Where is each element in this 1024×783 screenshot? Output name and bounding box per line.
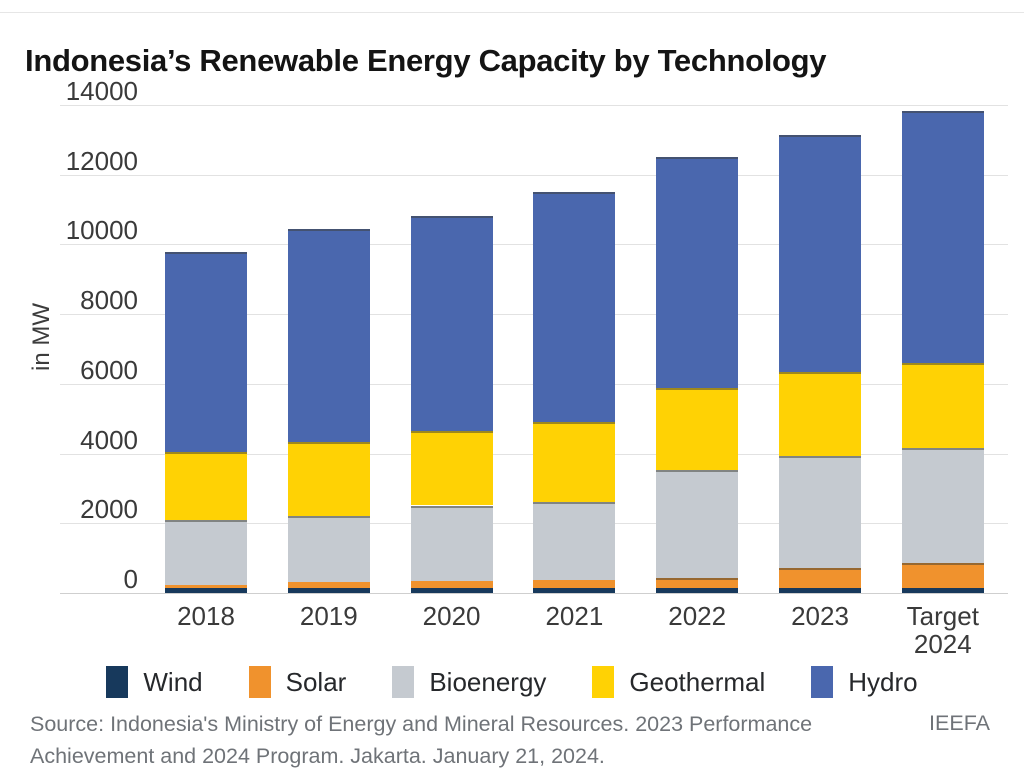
legend-swatch-wind: [106, 666, 129, 698]
legend: Wind Solar Bioenergy Geothermal Hydro: [0, 666, 1024, 698]
legend-item-bioenergy: Bioenergy: [392, 666, 546, 698]
chart-title: Indonesia’s Renewable Energy Capacity by…: [25, 42, 827, 78]
bar-segment-hydro-2020: [410, 216, 493, 432]
bar-segment-hydro-target-2024: [901, 110, 984, 363]
bar-segment-solar-2022: [656, 578, 739, 588]
y-tick-label-6000: 6000: [80, 354, 138, 385]
bar-segment-wind-2018: [165, 587, 247, 593]
y-tick-label-0: 0: [123, 564, 138, 594]
credit-label: IEEFA: [929, 711, 990, 735]
legend-item-solar: Solar: [248, 666, 347, 698]
legend-swatch-solar: [248, 666, 271, 698]
x-tick-label-2022: 2022: [668, 601, 727, 631]
y-tick-label-4000: 4000: [80, 424, 138, 455]
bar-segment-hydro-2022: [656, 156, 739, 389]
legend-swatch-hydro: [811, 666, 834, 698]
bar-segment-hydro-2019: [287, 228, 370, 443]
legend-swatch-bioenergy: [392, 666, 415, 698]
bar-segment-solar-2018: [165, 584, 247, 588]
bar-segment-hydro-2018: [165, 252, 247, 453]
x-tick-label-2020: 2020: [422, 601, 481, 631]
bar-segment-bioenergy-target-2024: [901, 448, 984, 564]
legend-item-hydro: Hydro: [811, 666, 918, 698]
bar-segment-bioenergy-2022: [656, 470, 739, 579]
bar-segment-wind-2022: [656, 587, 739, 593]
x-tick-label-2021: 2021: [545, 601, 604, 631]
legend-label-solar: Solar: [285, 666, 347, 697]
bar-segment-geothermal-2019: [287, 442, 370, 517]
legend-swatch-geothermal: [592, 666, 615, 698]
bar-segment-bioenergy-2023: [779, 456, 861, 568]
legend-label-wind: Wind: [143, 666, 203, 697]
y-tick-label-2000: 2000: [80, 494, 138, 525]
x-tick-label-2018: 2018: [177, 601, 235, 631]
bar-segment-hydro-2023: [779, 135, 861, 372]
bar-segment-geothermal-2023: [779, 371, 861, 457]
gridline-12000: [60, 174, 1008, 176]
bar-segment-wind-2019: [287, 587, 370, 593]
bar-segment-solar-target-2024: [901, 563, 984, 588]
legend-label-geothermal: Geothermal: [629, 666, 766, 697]
bar-segment-geothermal-2018: [165, 452, 247, 521]
y-tick-label-14000: 14000: [65, 76, 138, 106]
bar-segment-solar-2020: [410, 581, 493, 588]
bar-segment-solar-2019: [287, 582, 370, 588]
bar-segment-geothermal-2020: [410, 431, 493, 506]
y-tick-label-8000: 8000: [80, 285, 138, 316]
bar-segment-hydro-2021: [533, 192, 616, 423]
bar-segment-wind-2023: [779, 587, 861, 593]
gridline-14000: [60, 105, 1008, 106]
bar-segment-bioenergy-2020: [410, 505, 493, 582]
bar-segment-bioenergy-2019: [287, 516, 370, 583]
source-note: Source: Indonesia's Ministry of Energy a…: [30, 712, 813, 769]
legend-label-bioenergy: Bioenergy: [429, 666, 547, 697]
legend-item-geothermal: Geothermal: [592, 666, 765, 698]
bar-segment-bioenergy-2018: [165, 520, 247, 585]
bar-segment-bioenergy-2021: [533, 501, 616, 581]
top-divider: [0, 12, 1024, 13]
bar-segment-solar-2023: [779, 567, 861, 588]
x-tick-label-2023: 2023: [791, 601, 849, 631]
y-axis-title: in MW: [28, 303, 55, 371]
bar-segment-wind-2021: [533, 587, 616, 593]
y-tick-label-12000: 12000: [65, 145, 138, 176]
bar-segment-solar-2021: [533, 580, 616, 588]
x-tick-label-2019: 2019: [299, 601, 358, 631]
bar-segment-geothermal-target-2024: [901, 362, 984, 449]
bar-segment-geothermal-2021: [533, 422, 616, 502]
bar-segment-wind-2020: [410, 587, 493, 593]
bar-segment-geothermal-2022: [656, 388, 739, 471]
bar-segment-wind-target-2024: [901, 587, 984, 593]
x-tick-label-target-2024: Target 2024: [906, 601, 979, 659]
legend-label-hydro: Hydro: [848, 666, 918, 697]
y-tick-label-10000: 10000: [65, 215, 138, 246]
gridline-0: [60, 593, 1008, 594]
legend-item-wind: Wind: [106, 666, 203, 698]
